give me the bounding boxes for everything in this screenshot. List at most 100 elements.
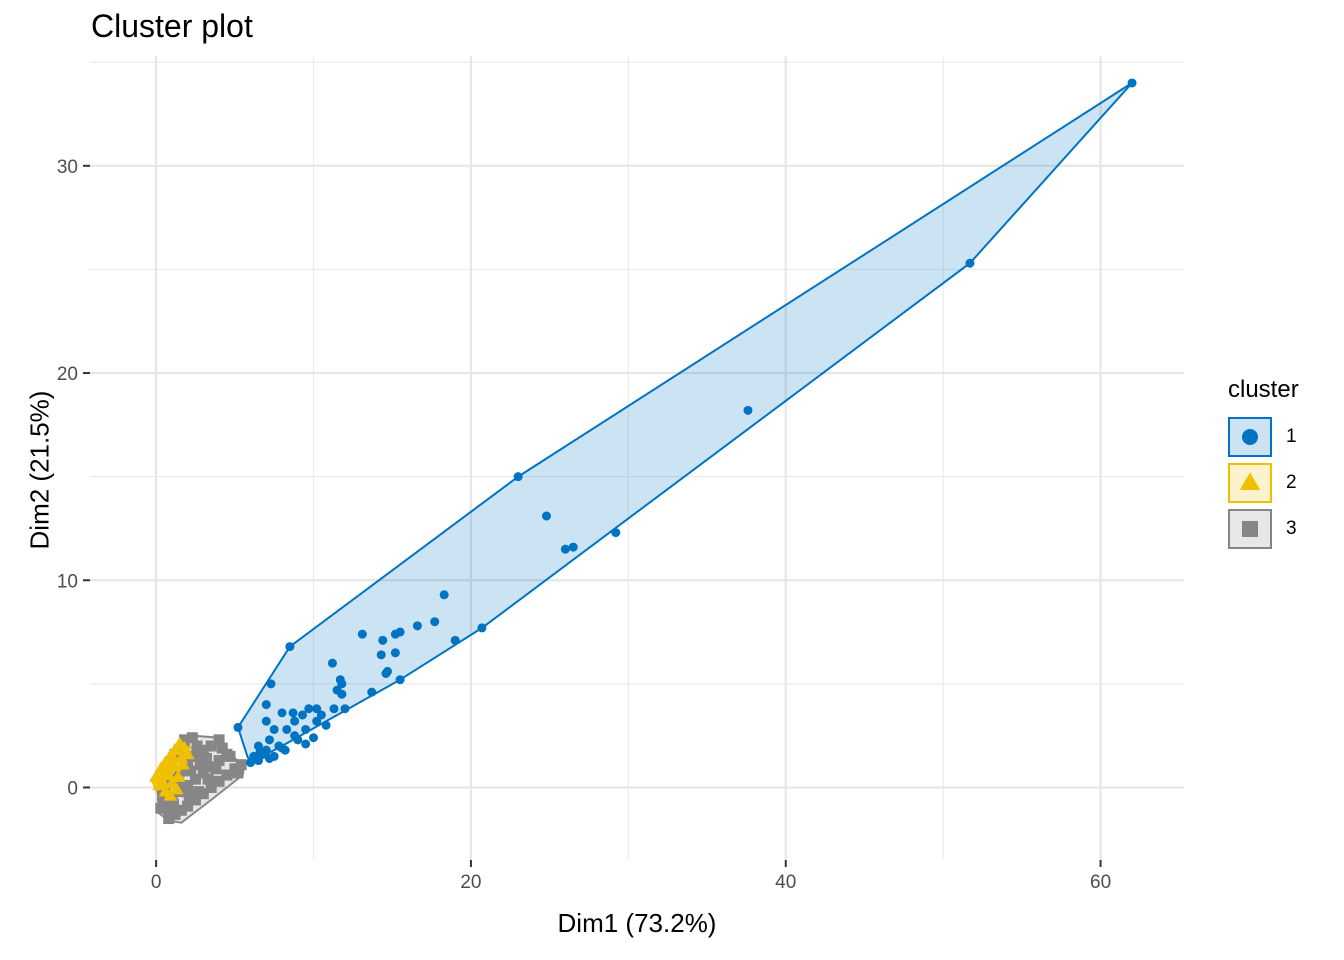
cluster-1-point [277, 708, 287, 718]
cluster-1-point [304, 704, 314, 714]
x-tick-label: 20 [460, 872, 481, 893]
legend-key-square [1228, 509, 1272, 549]
cluster-points [149, 78, 1137, 825]
legend-key-symbol [1242, 521, 1258, 537]
cluster-1-hull [236, 82, 1133, 764]
cluster-3-point [182, 779, 194, 791]
cluster-1-point [412, 621, 422, 631]
cluster-1-point [246, 758, 256, 768]
x-tick-label: 40 [775, 872, 796, 893]
cluster-1-point [253, 756, 263, 766]
cluster-1-point [395, 675, 405, 685]
cluster-1-point [282, 724, 292, 734]
legend-label-2: 2 [1286, 472, 1297, 493]
cluster-1-point [301, 724, 311, 734]
cluster-3-point [232, 767, 244, 779]
cluster-1-point [329, 704, 339, 714]
cluster-1-point [309, 733, 319, 743]
legend-key-swatch [1230, 465, 1270, 501]
legend-key-symbol [1239, 472, 1261, 490]
x-tick-label: 60 [1090, 872, 1111, 893]
cluster-3-point [182, 800, 194, 812]
cluster-1-point [233, 722, 243, 732]
cluster-3-point [194, 759, 206, 771]
cluster-1-point [269, 724, 279, 734]
cluster-1-point [568, 542, 578, 552]
cluster-3-point [175, 804, 187, 816]
cluster-1-point [376, 650, 386, 660]
cluster-3-point [205, 740, 217, 752]
cluster-1-point [261, 745, 271, 755]
cluster-3-point [189, 750, 201, 762]
cluster-2-point [180, 747, 195, 760]
cluster-3-point [210, 763, 222, 775]
cluster-2-point [160, 761, 175, 774]
y-tick-label: 0 [67, 778, 78, 799]
cluster-1-point [293, 735, 303, 745]
cluster-1-point [327, 658, 337, 668]
x-axis-label: Dim1 (73.2%) [557, 908, 717, 938]
cluster-3-point [197, 744, 209, 756]
cluster-2-point [171, 769, 186, 782]
cluster-1-point [611, 528, 621, 538]
cluster-1-point [288, 708, 298, 718]
cluster-3-point [191, 740, 203, 752]
legend-key-triangle [1228, 463, 1272, 503]
cluster-1-point [430, 617, 440, 627]
cluster-3-point [205, 781, 217, 793]
cluster-1-point [290, 716, 300, 726]
cluster-3-point [213, 775, 225, 787]
legend-key-circle [1228, 417, 1272, 457]
cluster-hulls [150, 82, 1133, 824]
cluster-1-point [383, 666, 393, 676]
cluster-1-point [264, 735, 274, 745]
cluster-1-point [357, 629, 367, 639]
cluster-3-point [197, 767, 209, 779]
cluster-1-point [285, 642, 295, 652]
cluster-3-point [221, 769, 233, 781]
cluster-3-point [235, 759, 247, 771]
cluster-1-point [477, 623, 487, 633]
cluster-1-point [266, 679, 276, 689]
cluster-1-point [321, 720, 331, 730]
x-tick-label: 0 [151, 872, 162, 893]
legend-label-3: 3 [1286, 518, 1297, 539]
cluster-3-point [178, 734, 190, 746]
cluster-1-point [312, 716, 322, 726]
cluster-3-point [189, 794, 201, 806]
cluster-1-point [312, 704, 322, 714]
cluster-1-point [439, 590, 449, 600]
axis-ticks: 0 20 40 60 0 10 20 30 [57, 157, 1111, 893]
cluster-1-point [261, 716, 271, 726]
cluster-3-point [186, 732, 198, 744]
cluster-1-point [367, 687, 377, 697]
y-axis-label: Dim2 (21.5%) [24, 390, 55, 550]
cluster-3-point [155, 802, 167, 814]
legend-key-swatch [1230, 419, 1270, 455]
legend-label-1: 1 [1286, 426, 1297, 447]
cluster-2-point [177, 740, 192, 753]
cluster-2-point [163, 788, 178, 801]
legend-key-symbol [1242, 429, 1258, 445]
cluster-1-point [1127, 78, 1137, 88]
cluster-2-point [169, 782, 184, 795]
cluster-1-point [541, 511, 551, 521]
cluster-1-point [378, 635, 388, 645]
legend-item-cluster-2: 2 [1228, 460, 1299, 506]
cluster-1-point [965, 258, 975, 268]
legend-key-swatch [1230, 511, 1270, 547]
y-tick-label: 20 [57, 364, 78, 385]
legend-title: cluster [1228, 376, 1299, 403]
cluster-3-point [163, 813, 175, 825]
cluster-3-point [183, 790, 195, 802]
cluster-2-point [153, 771, 168, 784]
cluster-3-point [200, 752, 212, 764]
cluster-1-point [269, 751, 279, 761]
cluster-1-point [560, 544, 570, 554]
cluster-1-point [395, 627, 405, 637]
legend-item-cluster-1: 1 [1228, 414, 1299, 460]
y-tick-label: 10 [57, 571, 78, 592]
cluster-1-point [340, 704, 350, 714]
cluster-3-point [213, 734, 225, 746]
cluster-3-point [224, 750, 236, 762]
